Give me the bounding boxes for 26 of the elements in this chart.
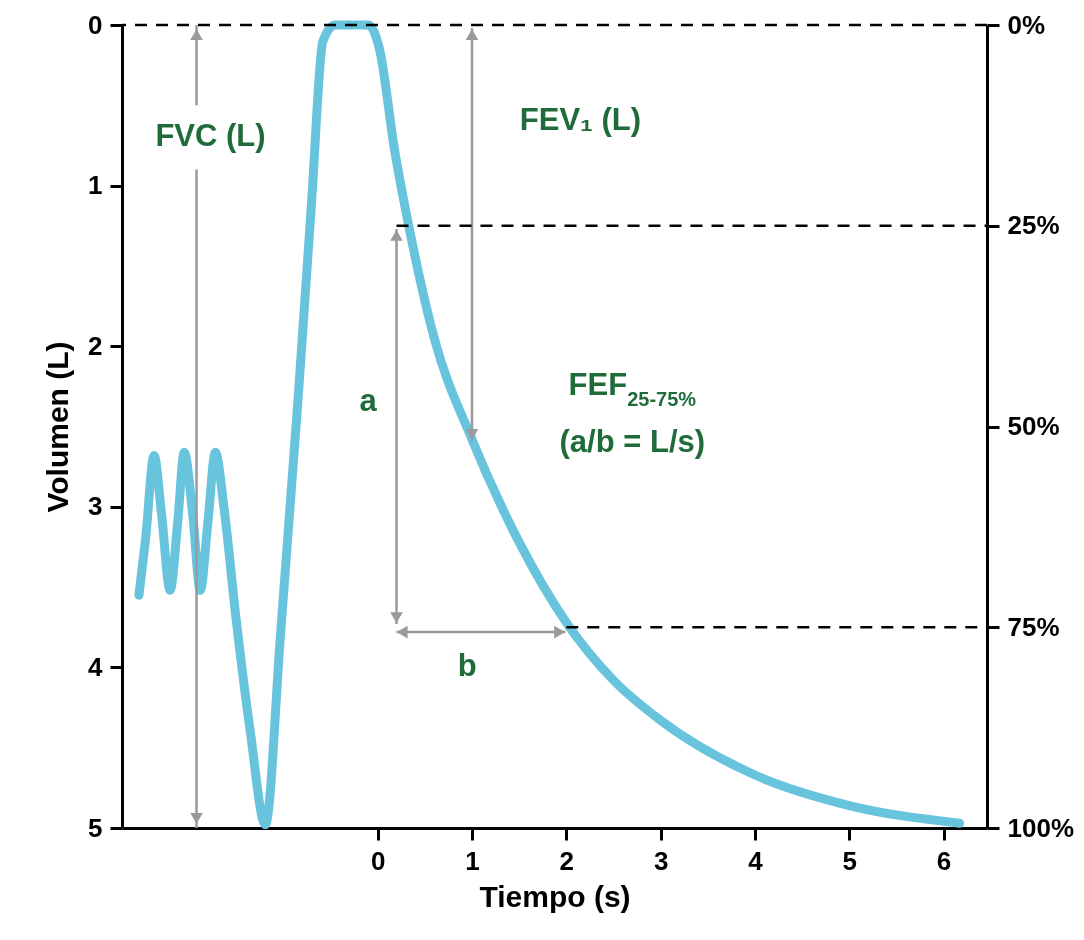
x-tick-label: 5 <box>842 845 858 876</box>
annotation: a <box>359 383 378 419</box>
y-tick-label: 1 <box>88 170 103 201</box>
y2-tick-label: 50% <box>1007 411 1060 441</box>
x-tick-label: 2 <box>559 845 575 876</box>
x-axis-title: Tiempo (s) <box>479 879 631 913</box>
annotation: (a/b = L/s) <box>559 423 706 459</box>
y-tick-label: 4 <box>88 651 104 682</box>
ref-line-label: FVC (L) <box>155 118 266 154</box>
x-tick-label: 1 <box>465 845 480 876</box>
y-tick-label: 0 <box>88 9 103 40</box>
y2-tick-label: 100% <box>1007 812 1074 843</box>
x-tick-label: 4 <box>748 845 764 876</box>
y2-tick-label: 0% <box>1007 9 1046 40</box>
x-tick-label: 3 <box>653 845 669 876</box>
x-tick-label: 6 <box>936 845 952 876</box>
y-tick-label: 2 <box>88 330 103 361</box>
y-tick-label: 5 <box>88 812 103 843</box>
y2-tick-label: 75% <box>1007 611 1060 642</box>
y-tick-label: 3 <box>88 491 103 522</box>
y-axis-title: Volumen (L) <box>41 341 75 513</box>
annotation: FEF$_{25-75%}$ <box>568 367 697 411</box>
y2-tick-label: 25% <box>1007 210 1060 241</box>
annotation: FEV₁ (L) <box>519 102 642 138</box>
annotation: b <box>457 648 477 684</box>
x-tick-label: 0 <box>370 845 386 876</box>
